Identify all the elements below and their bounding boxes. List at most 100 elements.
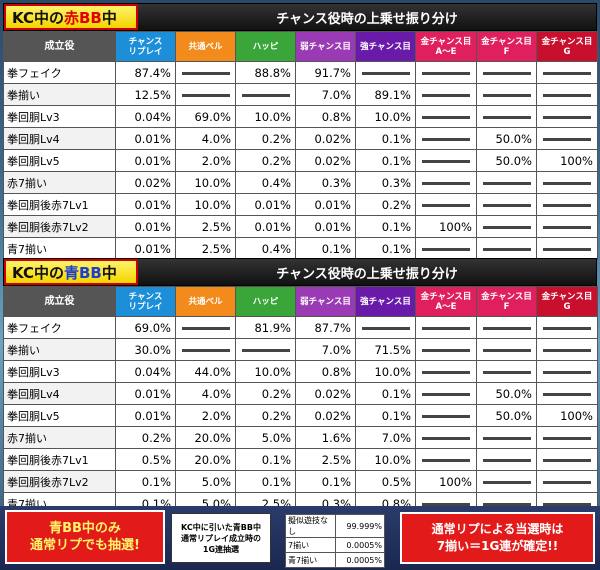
empty-cell <box>536 105 598 128</box>
empty-cell <box>415 127 477 150</box>
value-cell: 0.1% <box>355 382 416 405</box>
table-row: 拳回胴Lv4 0.01% 4.0% 0.2% 0.02% 0.1% 50.0% <box>3 127 598 150</box>
value-cell: 10.0% <box>235 360 296 383</box>
table-row: 拳揃い 30.0% 7.0% 71.5% <box>3 338 598 361</box>
dash-bar <box>543 436 591 440</box>
row-name: 拳回胴Lv3 <box>3 105 116 128</box>
dash-bar <box>482 436 531 440</box>
value-cell: 0.4% <box>235 237 296 260</box>
dash-bar <box>482 370 531 374</box>
col-header-bell: 共通ベル <box>175 286 236 317</box>
col-header-hapi: ハッピ <box>235 31 296 62</box>
dash-bar <box>422 458 470 462</box>
red-panel-label: KC中の 赤BB 中 <box>4 4 138 30</box>
row-name: 拳回胴Lv4 <box>3 127 116 150</box>
empty-cell <box>476 61 537 84</box>
value-cell: 0.01% <box>295 215 356 238</box>
red-bb-table: 成立役 チャンス リプレイ 共通ベル ハッピ 弱チャンス目 強チャンス目 金チャン… <box>3 31 598 260</box>
dash-bar <box>482 181 531 185</box>
promo-left-banner: 青BB中のみ 通常リプでも抽選! <box>5 510 165 564</box>
dash-bar <box>543 392 591 396</box>
value-cell: 0.1% <box>355 404 416 427</box>
empty-cell <box>536 237 598 260</box>
value-cell: 69.0% <box>115 316 176 339</box>
value-cell: 0.4% <box>235 171 296 194</box>
value-cell: 0.2% <box>115 426 176 449</box>
dash-bar <box>241 348 290 352</box>
value-cell: 50.0% <box>476 127 537 150</box>
blue-panel-subtitle: チャンス役時の上乗せ振り分け <box>138 259 596 285</box>
value-cell: 10.0% <box>355 105 416 128</box>
prob-row: 青7揃い 0.0005% <box>285 552 385 568</box>
prob-value: 99.999% <box>334 514 385 538</box>
col-header-gold-ae: 金チャンス目 A〜E <box>415 31 477 62</box>
value-cell: 10.0% <box>175 193 236 216</box>
row-name: 拳揃い <box>3 83 116 106</box>
dash-bar <box>422 93 470 97</box>
value-cell: 4.0% <box>175 382 236 405</box>
row-name: 拳回胴Lv5 <box>3 404 116 427</box>
dash-bar <box>422 502 470 506</box>
empty-cell <box>415 83 477 106</box>
value-cell: 0.01% <box>115 215 176 238</box>
dash-bar <box>482 225 531 229</box>
value-cell: 0.1% <box>355 127 416 150</box>
note-line3: 1G連抽選 <box>202 544 240 554</box>
col-header-bell: 共通ベル <box>175 31 236 62</box>
value-cell: 12.5% <box>115 83 176 106</box>
promo-left-line1: 青BB中のみ <box>49 521 121 536</box>
value-cell: 2.5% <box>175 237 236 260</box>
value-cell: 2.5% <box>175 215 236 238</box>
empty-cell <box>415 404 477 427</box>
row-name: 拳回胴後赤7Lv1 <box>3 193 116 216</box>
value-cell: 0.1% <box>355 215 416 238</box>
dash-bar <box>422 247 470 251</box>
value-cell: 0.8% <box>295 360 356 383</box>
dash-bar <box>482 480 531 484</box>
value-cell: 0.01% <box>115 149 176 172</box>
row-name: 拳フェイク <box>3 61 116 84</box>
dash-bar <box>482 348 531 352</box>
blue-table-body: 拳フェイク 69.0% 81.9% 87.7% 拳揃い 30.0% 7.0% 71.5% 拳回胴… <box>3 316 598 515</box>
table-row: 拳回胴Lv5 0.01% 2.0% 0.2% 0.02% 0.1% 50.0% 100% <box>3 404 598 427</box>
dash-bar <box>482 71 531 75</box>
value-cell: 5.0% <box>235 426 296 449</box>
empty-cell <box>415 149 477 172</box>
value-cell: 2.0% <box>175 149 236 172</box>
empty-cell <box>415 360 477 383</box>
dash-bar <box>422 71 470 75</box>
row-name: 青7揃い <box>3 237 116 260</box>
dash-bar <box>422 370 470 374</box>
table-row: 拳揃い 12.5% 7.0% 89.1% <box>3 83 598 106</box>
value-cell: 0.1% <box>355 149 416 172</box>
note-line2: 通常リプレイ成立時の <box>181 533 261 543</box>
empty-cell <box>235 83 296 106</box>
dash-bar <box>482 203 531 207</box>
col-header-name: 成立役 <box>3 286 116 317</box>
dash-bar <box>241 93 290 97</box>
row-name: 拳回胴Lv3 <box>3 360 116 383</box>
dash-bar <box>422 348 470 352</box>
red-panel-titlebar: KC中の 赤BB 中 チャンス役時の上乗せ振り分け <box>3 3 597 31</box>
value-cell: 0.02% <box>295 404 356 427</box>
dash-bar <box>422 414 470 418</box>
dash-bar <box>422 436 470 440</box>
value-cell: 0.8% <box>295 105 356 128</box>
empty-cell <box>476 215 537 238</box>
value-cell: 0.2% <box>235 127 296 150</box>
value-cell: 0.1% <box>235 448 296 471</box>
red-label-post: 中 <box>101 8 117 27</box>
prob-value: 0.0005% <box>334 537 385 553</box>
value-cell: 0.3% <box>355 171 416 194</box>
table-row: 青7揃い 0.01% 2.5% 0.4% 0.1% 0.1% <box>3 237 598 260</box>
empty-cell <box>175 61 236 84</box>
value-cell: 91.7% <box>295 61 356 84</box>
col-header-strong: 強チャンス目 <box>355 286 416 317</box>
prob-row: 7揃い 0.0005% <box>285 537 385 553</box>
value-cell: 20.0% <box>175 426 236 449</box>
empty-cell <box>536 338 598 361</box>
empty-cell <box>536 360 598 383</box>
empty-cell <box>476 338 537 361</box>
row-name: 拳フェイク <box>3 316 116 339</box>
dash-bar <box>543 181 591 185</box>
